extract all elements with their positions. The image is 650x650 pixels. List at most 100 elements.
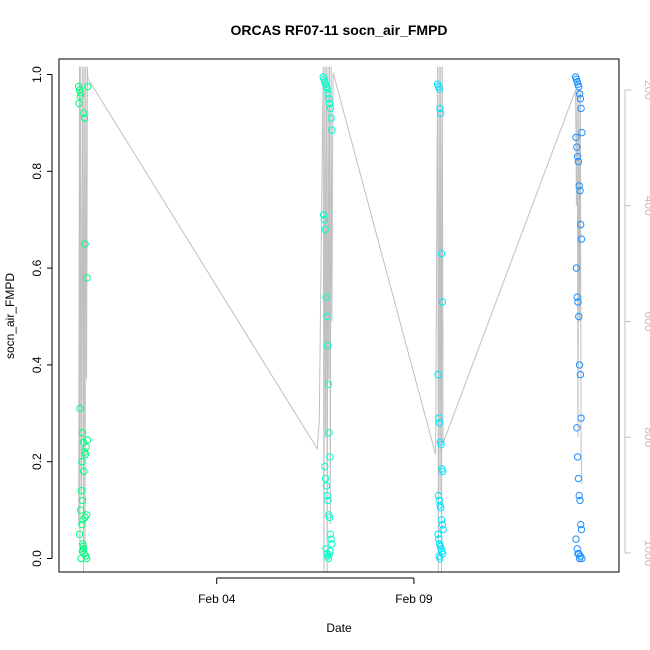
- data-point: [323, 341, 332, 350]
- data-point: [326, 547, 334, 555]
- data-point: [81, 240, 89, 248]
- data-point: [78, 547, 87, 555]
- data-point: [437, 109, 445, 117]
- data-point: [322, 293, 330, 301]
- y-tick-label: 0.0: [30, 550, 44, 567]
- data-point: [573, 545, 581, 553]
- axes-layer: 0.0 0.2 0.4 0.6 0.8 1.0 Feb 04 Feb 09 200 400 600 8…: [30, 66, 650, 606]
- data-point: [574, 474, 583, 483]
- y-tick-label: 0.8: [30, 163, 44, 180]
- x-axis-label: Date: [326, 621, 352, 635]
- data-point: [575, 82, 583, 91]
- data-point: [326, 530, 334, 538]
- data-point: [80, 109, 88, 117]
- data-point: [79, 496, 87, 505]
- data-point: [321, 462, 329, 471]
- data-point: [578, 554, 586, 563]
- series-rf08: [319, 73, 336, 563]
- right-tick-label: 600: [642, 311, 650, 331]
- data-point: [572, 133, 580, 142]
- data-point: [319, 211, 328, 219]
- data-point: [576, 187, 584, 195]
- data-point: [573, 453, 582, 461]
- data-point: [573, 293, 581, 301]
- data-point: [575, 90, 584, 98]
- data-point: [575, 361, 584, 369]
- data-point: [577, 235, 586, 243]
- data-point: [572, 264, 581, 272]
- data-point: [325, 95, 333, 103]
- points-layer: [75, 73, 586, 563]
- data-point: [76, 404, 84, 413]
- right-tick-label: 1000: [642, 540, 650, 567]
- data-point: [321, 474, 330, 483]
- data-point: [578, 128, 586, 137]
- data-point: [576, 496, 584, 505]
- series-rf10: [571, 73, 586, 563]
- y-tick-label: 0.2: [30, 453, 44, 470]
- data-point: [437, 516, 446, 524]
- data-point: [575, 554, 584, 563]
- x-tick-label: Feb 04: [198, 592, 236, 606]
- data-point: [327, 114, 335, 122]
- data-point: [323, 312, 331, 321]
- data-point: [80, 114, 89, 122]
- chart-title: ORCAS RF07-11 socn_air_FMPD: [230, 22, 447, 38]
- y-tick-label: 1.0: [30, 66, 44, 83]
- data-point: [435, 535, 443, 543]
- data-point: [434, 491, 443, 500]
- pressure-trace-layer: [78, 66, 583, 573]
- data-point: [324, 380, 333, 388]
- data-point: [574, 157, 583, 166]
- data-point: [577, 525, 586, 534]
- data-point: [575, 491, 583, 500]
- data-point: [573, 424, 581, 432]
- data-point: [82, 443, 90, 451]
- data-point: [82, 511, 91, 519]
- data-point: [324, 554, 333, 563]
- data-point: [434, 530, 442, 538]
- data-point: [320, 216, 329, 224]
- data-point: [577, 520, 585, 529]
- data-point: [76, 92, 85, 101]
- data-point: [75, 530, 84, 538]
- data-point: [322, 482, 331, 490]
- data-point: [438, 520, 446, 529]
- data-point: [574, 298, 582, 306]
- data-point: [439, 525, 447, 534]
- data-point: [78, 520, 86, 529]
- data-point: [82, 554, 91, 563]
- data-point: [577, 104, 585, 113]
- y-tick-label: 0.6: [30, 259, 44, 276]
- data-point: [77, 554, 85, 563]
- data-point: [324, 90, 332, 98]
- data-point: [325, 550, 333, 559]
- data-point: [577, 414, 585, 422]
- data-point: [576, 370, 585, 379]
- data-point: [435, 414, 443, 422]
- data-point: [77, 89, 85, 97]
- data-point: [77, 487, 86, 495]
- data-point: [77, 506, 85, 514]
- data-point: [328, 540, 336, 548]
- data-point: [437, 504, 445, 512]
- data-point: [79, 516, 87, 524]
- data-point: [79, 542, 87, 551]
- pressure-trace-line: [78, 66, 583, 573]
- data-point: [435, 85, 443, 93]
- data-point: [75, 99, 83, 108]
- data-point: [575, 182, 583, 190]
- right-tick-label: 400: [642, 196, 650, 216]
- data-point: [325, 429, 333, 437]
- data-point: [437, 441, 445, 449]
- data-point: [323, 491, 331, 500]
- y-tick-label: 0.4: [30, 356, 44, 373]
- data-point: [577, 220, 585, 229]
- right-tick-label: 200: [642, 80, 650, 100]
- data-point: [328, 126, 336, 134]
- data-point: [326, 104, 334, 113]
- data-point: [572, 535, 580, 543]
- data-point: [84, 82, 92, 91]
- series-rf07: [75, 82, 92, 563]
